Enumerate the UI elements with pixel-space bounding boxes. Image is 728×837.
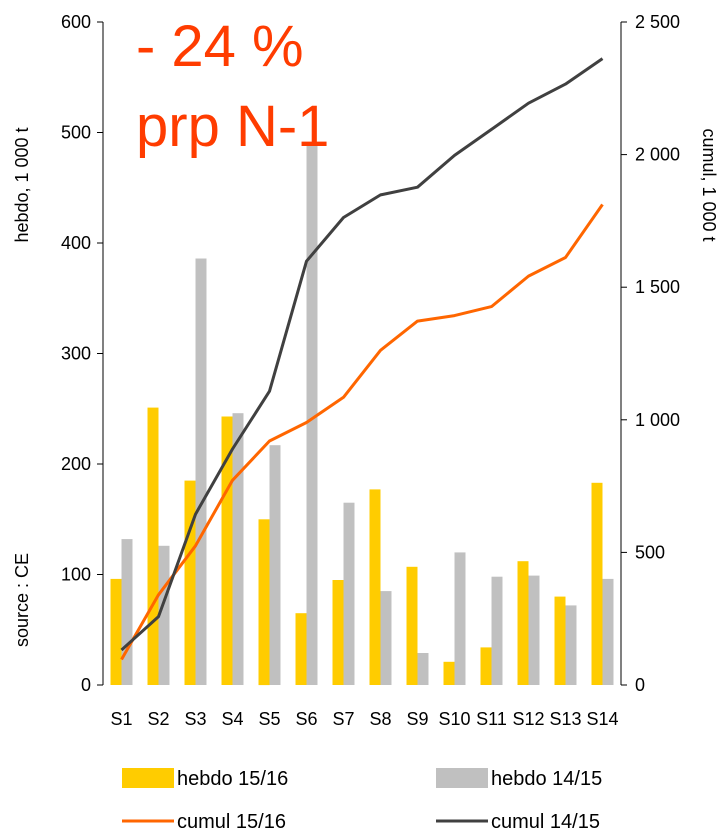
- right-tick-label: 0: [635, 675, 645, 695]
- bar-hebdo-14-15-s2: [158, 545, 170, 685]
- bar-hebdo-15-16-s8: [369, 489, 381, 685]
- bar-hebdo-15-16-s2: [147, 407, 159, 685]
- left-tick-label: 500: [61, 123, 91, 143]
- bar-hebdo-15-16-s9: [406, 566, 418, 685]
- bar-hebdo-14-15-s14: [602, 578, 614, 685]
- bar-hebdo-14-15-s13: [565, 605, 577, 685]
- bar-hebdo-15-16-s14: [591, 482, 603, 685]
- legend-swatch-hebdo-14-15: [436, 768, 488, 788]
- bar-hebdo-15-16-s1: [110, 578, 122, 685]
- line-cumul-14-15: [120, 57, 604, 652]
- bar-hebdo-14-15-s12: [528, 575, 540, 685]
- x-tick-label-s3: S3: [184, 709, 206, 729]
- bar-hebdo-15-16-s3: [184, 480, 196, 685]
- bar-hebdo-14-15-s4: [232, 413, 244, 685]
- x-tick-label-s7: S7: [332, 709, 354, 729]
- x-tick-label-s10: S10: [438, 709, 470, 729]
- x-tick-label-s12: S12: [512, 709, 544, 729]
- source-label: source : CE: [12, 553, 32, 647]
- right-axis-title: cumul, 1 000 t: [699, 128, 719, 241]
- x-tick-label-s8: S8: [369, 709, 391, 729]
- tick-layer: 0 100 200 300 400 500 600 0 500 1 000 1 500 2 000 2 …: [61, 12, 680, 695]
- line-layer: [120, 57, 604, 661]
- right-tick-label: 1 000: [635, 410, 680, 430]
- left-tick-label: 200: [61, 454, 91, 474]
- legend: hebdo 15/16 hebdo 14/15 cumul 15/16 cumul 1…: [122, 768, 602, 833]
- legend-label-hebdo-15-16: hebdo 15/16: [177, 768, 288, 790]
- bar-hebdo-15-16-s10: [443, 661, 455, 685]
- x-tick-label-s13: S13: [549, 709, 581, 729]
- x-tick-label-s5: S5: [258, 709, 280, 729]
- legend-label-cumul-14-15: cumul 14/15: [491, 811, 600, 833]
- annotation-line-2: prp N-1: [136, 94, 329, 159]
- bar-hebdo-14-15-s1: [121, 539, 133, 685]
- right-tick-label: 2 000: [635, 145, 680, 165]
- bar-hebdo-15-16-s13: [554, 596, 566, 685]
- left-tick-label: 600: [61, 12, 91, 32]
- right-tick-label: 500: [635, 542, 665, 562]
- bar-hebdo-14-15-s10: [454, 552, 466, 685]
- left-tick-label: 0: [81, 675, 91, 695]
- x-tick-labels: S1 S2 S3 S4 S5 S6 S7 S8 S9 S10 S11 S12 S13 S14: [110, 709, 618, 729]
- bar-hebdo-14-15-s6: [306, 143, 318, 685]
- left-axis-title: hebdo, 1 000 t: [12, 127, 32, 242]
- x-tick-label-s9: S9: [406, 709, 428, 729]
- bar-layer: [110, 143, 614, 686]
- bar-hebdo-14-15-s9: [417, 653, 429, 685]
- bar-hebdo-14-15-s7: [343, 502, 355, 685]
- bar-hebdo-14-15-s8: [380, 591, 392, 685]
- bar-hebdo-15-16-s6: [295, 613, 307, 685]
- left-tick-label: 400: [61, 233, 91, 253]
- x-tick-label-s6: S6: [295, 709, 317, 729]
- legend-label-cumul-15-16: cumul 15/16: [177, 811, 286, 833]
- x-tick-label-s11: S11: [476, 709, 507, 729]
- left-tick-label: 100: [61, 565, 91, 585]
- bar-hebdo-15-16-s11: [480, 647, 492, 685]
- bar-hebdo-15-16-s5: [258, 519, 270, 686]
- left-tick-label: 300: [61, 344, 91, 364]
- annotation-line-1: - 24 %: [136, 14, 304, 79]
- right-tick-label: 1 500: [635, 277, 680, 297]
- bar-hebdo-14-15-s3: [195, 258, 207, 685]
- bar-hebdo-15-16-s7: [332, 580, 344, 685]
- bar-hebdo-14-15-s5: [269, 445, 281, 685]
- x-tick-label-s1: S1: [110, 709, 132, 729]
- x-tick-label-s4: S4: [221, 709, 243, 729]
- x-tick-label-s2: S2: [147, 709, 169, 729]
- line-cumul-15-16: [120, 203, 604, 661]
- legend-swatch-hebdo-15-16: [122, 768, 174, 788]
- bar-hebdo-15-16-s4: [221, 416, 233, 685]
- right-tick-label: 2 500: [635, 12, 680, 32]
- bar-hebdo-15-16-s12: [517, 561, 529, 685]
- bar-hebdo-14-15-s11: [491, 576, 503, 685]
- legend-label-hebdo-14-15: hebdo 14/15: [491, 768, 602, 790]
- x-tick-label-s14: S14: [586, 709, 618, 729]
